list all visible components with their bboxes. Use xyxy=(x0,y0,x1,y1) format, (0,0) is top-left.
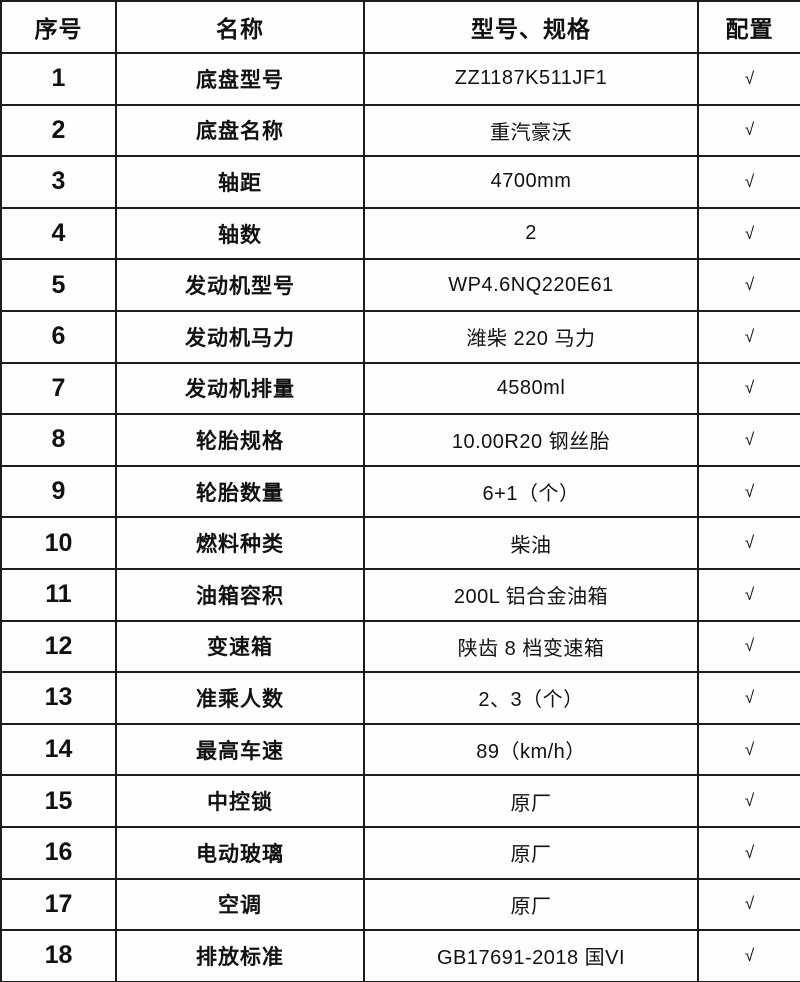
table-row: 4 轴数 2 √ xyxy=(0,206,800,261)
row-index-cell: 9 xyxy=(0,464,117,519)
row-index-cell: 16 xyxy=(0,825,117,880)
table-row: 7 发动机排量 4580ml √ xyxy=(0,361,800,416)
checkmark-cell: √ xyxy=(697,103,800,158)
item-spec-cell: 原厂 xyxy=(363,877,699,932)
row-index-cell: 2 xyxy=(0,103,117,158)
row-index-cell: 5 xyxy=(0,258,117,312)
item-name-cell: 变速箱 xyxy=(115,619,365,674)
item-spec-cell: WP4.6NQ220E61 xyxy=(363,258,699,312)
item-name-cell: 底盘型号 xyxy=(115,52,365,106)
checkmark-cell: √ xyxy=(697,567,800,622)
item-name-cell: 发动机型号 xyxy=(115,258,365,312)
item-name-cell: 油箱容积 xyxy=(115,567,365,622)
item-spec-cell: 柴油 xyxy=(363,516,699,570)
row-index-cell: 11 xyxy=(0,567,117,622)
item-spec-cell: 2、3（个） xyxy=(363,671,699,725)
header-index: 序号 xyxy=(0,0,117,54)
item-name-cell: 发动机马力 xyxy=(115,309,365,364)
row-index-cell: 18 xyxy=(0,929,117,982)
checkmark-cell: √ xyxy=(697,825,800,880)
checkmark-cell: √ xyxy=(697,929,800,982)
item-name-cell: 轴数 xyxy=(115,206,365,261)
item-name-cell: 空调 xyxy=(115,877,365,932)
checkmark-cell: √ xyxy=(697,671,800,725)
table-row: 3 轴距 4700mm √ xyxy=(0,155,800,209)
checkmark-cell: √ xyxy=(697,464,800,519)
row-index-cell: 7 xyxy=(0,361,117,416)
item-spec-cell: ZZ1187K511JF1 xyxy=(363,52,699,106)
item-name-cell: 发动机排量 xyxy=(115,361,365,416)
item-spec-cell: 4580ml xyxy=(363,361,699,416)
table-row: 8 轮胎规格 10.00R20 钢丝胎 √ xyxy=(0,413,800,467)
item-spec-cell: 89（km/h） xyxy=(363,722,699,777)
checkmark-cell: √ xyxy=(697,206,800,261)
row-index-cell: 10 xyxy=(0,516,117,570)
checkmark-cell: √ xyxy=(697,877,800,932)
item-name-cell: 轴距 xyxy=(115,155,365,209)
item-name-cell: 准乘人数 xyxy=(115,671,365,725)
table-row: 17 空调 原厂 √ xyxy=(0,877,800,932)
item-spec-cell: 2 xyxy=(363,206,699,261)
table-row: 14 最高车速 89（km/h） √ xyxy=(0,722,800,777)
item-spec-cell: 陕齿 8 档变速箱 xyxy=(363,619,699,674)
item-name-cell: 电动玻璃 xyxy=(115,825,365,880)
table-row: 2 底盘名称 重汽豪沃 √ xyxy=(0,103,800,158)
checkmark-cell: √ xyxy=(697,258,800,312)
row-index-cell: 1 xyxy=(0,52,117,106)
item-spec-cell: 原厂 xyxy=(363,825,699,880)
checkmark-cell: √ xyxy=(697,309,800,364)
table-row: 1 底盘型号 ZZ1187K511JF1 √ xyxy=(0,52,800,106)
row-index-cell: 13 xyxy=(0,671,117,725)
item-spec-cell: 6+1（个） xyxy=(363,464,699,519)
header-config: 配置 xyxy=(697,0,800,54)
table-body: 1 底盘型号 ZZ1187K511JF1 √ 2 底盘名称 重汽豪沃 √ 3 轴… xyxy=(0,52,800,982)
row-index-cell: 12 xyxy=(0,619,117,674)
table-row: 15 中控锁 原厂 √ xyxy=(0,774,800,828)
item-spec-cell: 200L 铝合金油箱 xyxy=(363,567,699,622)
row-index-cell: 14 xyxy=(0,722,117,777)
table-row: 11 油箱容积 200L 铝合金油箱 √ xyxy=(0,567,800,622)
item-spec-cell: 10.00R20 钢丝胎 xyxy=(363,413,699,467)
checkmark-cell: √ xyxy=(697,361,800,416)
item-name-cell: 中控锁 xyxy=(115,774,365,828)
item-name-cell: 轮胎数量 xyxy=(115,464,365,519)
table-row: 10 燃料种类 柴油 √ xyxy=(0,516,800,570)
item-spec-cell: 原厂 xyxy=(363,774,699,828)
item-name-cell: 轮胎规格 xyxy=(115,413,365,467)
header-spec: 型号、规格 xyxy=(363,0,699,54)
item-spec-cell: GB17691-2018 国VI xyxy=(363,929,699,982)
table-row: 12 变速箱 陕齿 8 档变速箱 √ xyxy=(0,619,800,674)
header-name: 名称 xyxy=(115,0,365,54)
item-spec-cell: 重汽豪沃 xyxy=(363,103,699,158)
table-row: 9 轮胎数量 6+1（个） √ xyxy=(0,464,800,519)
item-spec-cell: 潍柴 220 马力 xyxy=(363,309,699,364)
checkmark-cell: √ xyxy=(697,155,800,209)
checkmark-cell: √ xyxy=(697,413,800,467)
row-index-cell: 17 xyxy=(0,877,117,932)
checkmark-cell: √ xyxy=(697,52,800,106)
row-index-cell: 3 xyxy=(0,155,117,209)
row-index-cell: 15 xyxy=(0,774,117,828)
item-name-cell: 排放标准 xyxy=(115,929,365,982)
row-index-cell: 4 xyxy=(0,206,117,261)
checkmark-cell: √ xyxy=(697,619,800,674)
table-row: 5 发动机型号 WP4.6NQ220E61 √ xyxy=(0,258,800,312)
checkmark-cell: √ xyxy=(697,516,800,570)
item-name-cell: 底盘名称 xyxy=(115,103,365,158)
checkmark-cell: √ xyxy=(697,774,800,828)
table-row: 18 排放标准 GB17691-2018 国VI √ xyxy=(0,929,800,982)
row-index-cell: 6 xyxy=(0,309,117,364)
item-name-cell: 燃料种类 xyxy=(115,516,365,570)
table-row: 16 电动玻璃 原厂 √ xyxy=(0,825,800,880)
row-index-cell: 8 xyxy=(0,413,117,467)
item-name-cell: 最高车速 xyxy=(115,722,365,777)
header-row: 序号 名称 型号、规格 配置 xyxy=(0,0,800,54)
table-row: 13 准乘人数 2、3（个） √ xyxy=(0,671,800,725)
item-spec-cell: 4700mm xyxy=(363,155,699,209)
table-row: 6 发动机马力 潍柴 220 马力 √ xyxy=(0,309,800,364)
checkmark-cell: √ xyxy=(697,722,800,777)
